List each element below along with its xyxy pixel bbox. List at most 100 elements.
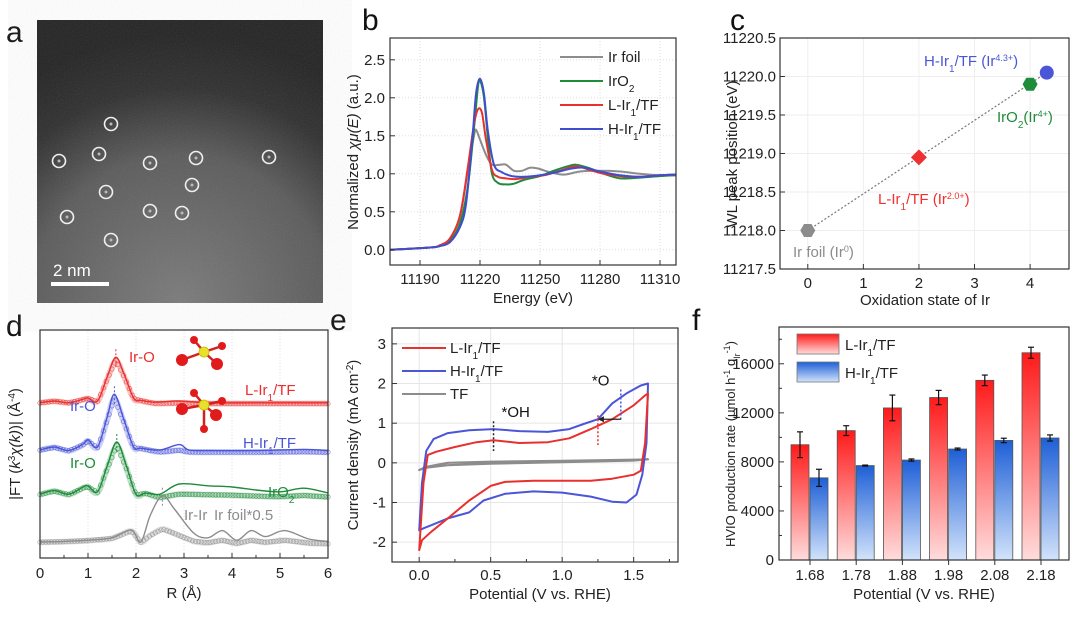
point-label: H-Ir1/TF (Ir4.3+) [924, 53, 1018, 75]
fit-marker [218, 492, 224, 498]
fit-marker [256, 449, 262, 455]
fit-marker [230, 401, 236, 407]
y-axis-label: Current density (mA cm-2) [345, 360, 363, 531]
fit-marker [296, 539, 302, 545]
fit-marker [72, 399, 78, 405]
circled-atoms [51, 116, 277, 248]
fit-marker [74, 398, 80, 404]
fit-marker [259, 539, 265, 545]
fit-marker [256, 493, 262, 499]
fit-marker [100, 385, 106, 391]
fit-marker [172, 531, 178, 537]
fit-marker [149, 400, 155, 406]
fit-marker [288, 538, 294, 544]
fit-marker [322, 494, 328, 500]
scale-bar-label: 2 nm [53, 261, 91, 280]
fit-marker [210, 492, 216, 498]
panel-letter-d: d [6, 310, 23, 343]
bar-l-ir1-tf [836, 430, 856, 561]
fit-marker [227, 449, 233, 455]
fit-marker [63, 539, 69, 545]
panel-d-exafs: 0 1 2 3 4 5 6 Ir-O L-Ir1/TF Ir-O H-Ir1/TF Ir-O IrO2… [7, 329, 332, 602]
fit-marker [299, 539, 305, 545]
fit-marker [60, 446, 66, 453]
atom-circle [142, 203, 158, 219]
fit-marker [149, 531, 155, 537]
oxygen-atom [218, 342, 226, 350]
atom-circle [142, 155, 158, 171]
legend-label: TF [450, 386, 468, 403]
fit-marker [218, 449, 224, 455]
fit-marker [276, 538, 282, 544]
data-point [800, 224, 816, 237]
fit-marker [175, 447, 181, 453]
fit-marker [103, 378, 109, 384]
fit-marker [276, 401, 282, 407]
fit-marker [221, 449, 227, 455]
fit-marker [69, 538, 75, 544]
fit-marker [241, 449, 248, 455]
fit-marker [181, 448, 187, 454]
fit-marker [54, 539, 60, 545]
fit-marker [264, 449, 271, 455]
peak-label: Ir-Ir [184, 507, 207, 524]
fit-marker [169, 400, 176, 406]
fit-marker [118, 367, 124, 373]
fit-marker [172, 448, 178, 454]
fit-marker [259, 493, 265, 499]
y-axis-label: |FT (k3χ(k))| (Å-4) [7, 388, 25, 500]
bar-h-ir1-tf [994, 440, 1014, 561]
fit-marker [103, 468, 109, 474]
fit-marker [118, 452, 124, 458]
fit-marker [290, 449, 296, 455]
y-tick-label: 11220.0 [723, 69, 776, 86]
fit-marker [316, 493, 322, 500]
y-tick-label: 2 [378, 376, 386, 393]
fit-marker [282, 449, 288, 455]
fit-marker [319, 541, 325, 547]
fit-marker [57, 539, 63, 545]
fit-marker [77, 486, 83, 492]
fit-marker [195, 539, 201, 545]
fit-marker [293, 401, 299, 407]
fit-marker [146, 399, 152, 405]
fit-marker [89, 397, 95, 403]
fit-marker [138, 446, 144, 452]
x-tick-label: 1.68 [795, 567, 824, 584]
fit-marker [40, 539, 46, 545]
fit-marker [48, 445, 55, 451]
oxygen-atom [218, 397, 226, 405]
fit-marker [115, 533, 121, 539]
fit-marker [74, 488, 80, 494]
series-line-l-ir1-tf [389, 107, 677, 251]
fit-marker [92, 537, 98, 543]
fit-marker [305, 540, 311, 546]
fit-marker [305, 493, 311, 499]
fit-marker [311, 449, 317, 455]
fit-marker [288, 449, 294, 455]
x-tick-label: 1.78 [842, 567, 871, 584]
fit-marker [123, 530, 129, 536]
fit-marker [239, 449, 245, 455]
atom-circle [59, 209, 75, 225]
fit-marker [282, 537, 288, 543]
fit-marker [109, 535, 115, 541]
oxygen-atom [176, 354, 188, 366]
y-tick-label: 1.0 [364, 166, 385, 183]
fit-marker [129, 481, 135, 487]
fit-marker [120, 372, 127, 379]
x-tick-label: 2 [915, 275, 923, 292]
fit-marker [311, 401, 317, 407]
fit-marker [253, 493, 259, 499]
x-tick-label: 0.0 [409, 567, 430, 584]
x-tick-label: 6 [324, 565, 332, 582]
cv-curve [418, 392, 649, 552]
fit-marker [60, 539, 66, 545]
fit-marker [152, 530, 158, 536]
series-label: H-Ir1/TF [243, 435, 296, 457]
fit-marker [293, 539, 299, 545]
fit-marker [43, 446, 49, 452]
fit-marker [276, 449, 282, 455]
fit-marker [135, 491, 141, 497]
oxygen-atom [190, 389, 198, 397]
